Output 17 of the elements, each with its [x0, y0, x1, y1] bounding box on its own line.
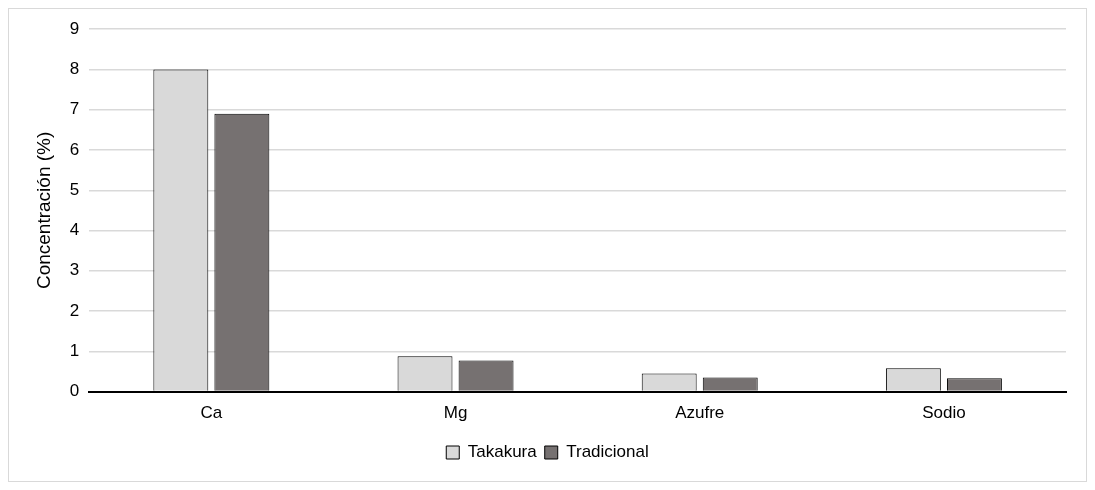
legend-label: Takakura: [467, 442, 538, 462]
y-tick-label: 6: [69, 139, 80, 159]
x-tick-label: Sodio: [922, 403, 966, 423]
legend-label: Tradicional: [566, 442, 649, 462]
y-tick-label: 8: [69, 59, 80, 79]
x-tick-label: Ca: [200, 403, 223, 423]
x-tick-label: Mg: [443, 403, 468, 423]
y-tick-label: 3: [69, 260, 80, 280]
y-tick-label: 7: [69, 99, 80, 119]
y-tick-label: 5: [69, 179, 80, 199]
y-tick-label: 0: [69, 381, 80, 401]
y-tick-label: 1: [69, 341, 80, 361]
y-axis-title: Concentración (%): [32, 131, 54, 290]
x-tick-label: Azufre: [675, 403, 725, 423]
y-tick-label: 2: [69, 300, 80, 320]
y-tick-label: 9: [69, 18, 80, 38]
y-tick-label: 4: [69, 220, 80, 240]
